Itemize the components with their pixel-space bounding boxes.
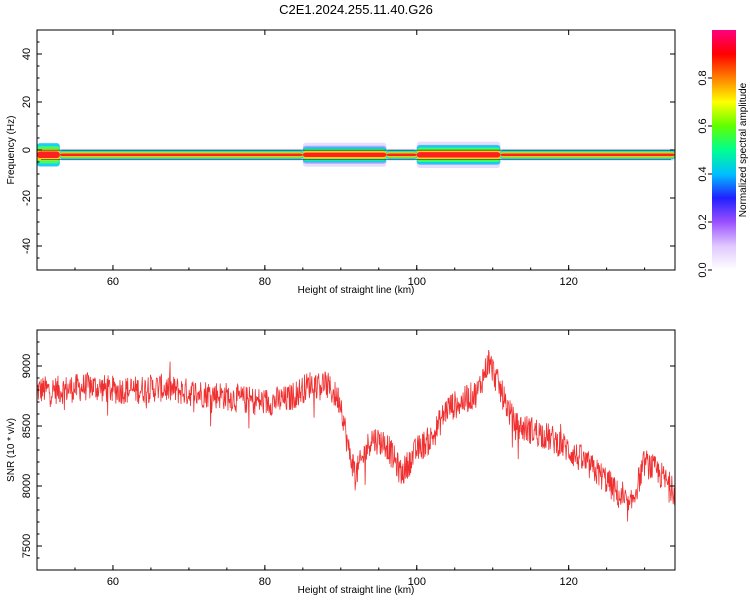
snr-frame: [36, 329, 676, 571]
spectrogram-x-label: Height of straight line (km): [298, 285, 415, 296]
spectrogram-y-tick-label: -40: [21, 238, 33, 254]
colorbar-ticks: 0.0 0.2 0.4 0.6 0.8: [697, 70, 712, 278]
band-layer-6-segment-4: [416, 152, 501, 158]
band-layer-6-segment-1: [59, 153, 303, 157]
snr-x-tick-label: 80: [259, 576, 271, 588]
band-layer-6-segment-3: [386, 153, 417, 157]
snr-y-tick-label: 7500: [21, 534, 33, 558]
spectral-band: [37, 141, 675, 168]
snr-y-tick-label: 8000: [21, 474, 33, 498]
colorbar-tick-label: 0.6: [697, 118, 709, 133]
colorbar-tick-label: 0.0: [697, 262, 709, 277]
spectrogram-y-tick-label: -20: [21, 190, 33, 206]
snr-y-label: SNR (10 * v/v): [6, 418, 17, 482]
snr-x-label: Height of straight line (km): [298, 585, 415, 596]
snr-x-tick-label: 100: [408, 576, 426, 588]
spectrogram-panel: -40 -20 0 20 40 60 80 100 120 Height of straigh…: [6, 29, 676, 296]
band-layer-6-segment-0: [37, 151, 60, 159]
colorbar: 0.0 0.2 0.4 0.6 0.8 Normalized spectral ampl…: [697, 30, 749, 278]
figure-title: C2E1.2024.255.11.40.G26: [279, 2, 433, 17]
colorbar-tick-label: 0.8: [697, 70, 709, 85]
spectrogram-y-tick-label: 40: [21, 48, 33, 60]
colorbar-gradient: [712, 30, 736, 270]
band-layer-6-segment-2: [302, 152, 387, 157]
band-layer-6-segment-5: [500, 153, 675, 157]
spectrogram-x-tick-label: 100: [408, 276, 426, 288]
snr-series: [36, 349, 676, 522]
snr-x-tick-label: 60: [107, 576, 119, 588]
snr-line: [36, 349, 676, 522]
snr-y-tick-label: 9000: [21, 354, 33, 378]
snr-y-tick-label: 8500: [21, 414, 33, 438]
spectrogram-y-tick-label: 0: [21, 147, 33, 153]
spectrogram-y-label: Frequency (Hz): [6, 116, 17, 185]
snr-x-tick-label: 120: [559, 576, 577, 588]
spectrogram-x-tick-label: 80: [259, 276, 271, 288]
spectrogram-frame: [36, 29, 676, 271]
colorbar-tick-label: 0.4: [697, 166, 709, 181]
spectrogram-x-tick-label: 120: [559, 276, 577, 288]
colorbar-label: Normalized spectral amplitude: [738, 82, 749, 217]
colorbar-tick-label: 0.2: [697, 214, 709, 229]
snr-panel: 7500 8000 8500 9000 60 80 100 120 Height of st…: [6, 329, 676, 596]
spectrogram-y-tick-label: 20: [21, 96, 33, 108]
spectrogram-x-tick-label: 60: [107, 276, 119, 288]
spectrogram-y-ticks: -40 -20 0 20 40: [21, 29, 675, 271]
